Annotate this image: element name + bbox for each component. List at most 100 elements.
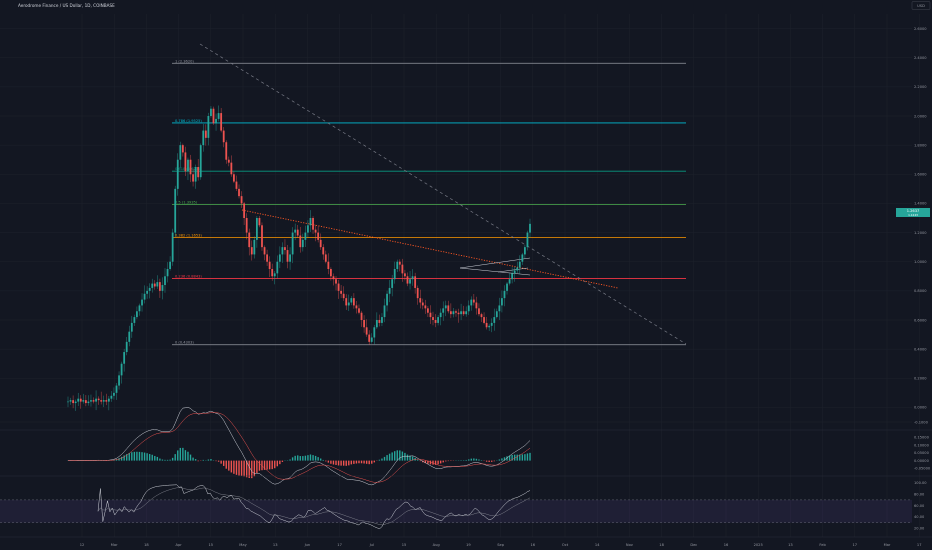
time-tick-label: Jul bbox=[369, 543, 374, 547]
candle-body bbox=[225, 142, 228, 160]
rsi-tick-label: 100.00 bbox=[914, 481, 927, 485]
macd-histogram-bar bbox=[146, 453, 148, 461]
candle-body bbox=[465, 311, 468, 315]
macd-histogram-bar bbox=[179, 447, 182, 461]
candle-body bbox=[235, 181, 238, 189]
macd-histogram-bar bbox=[202, 459, 204, 461]
fib-label: 0.382 (1.1653) bbox=[175, 234, 202, 238]
red-dotted-trendline bbox=[241, 209, 619, 289]
candle-body bbox=[227, 159, 230, 163]
candle-body bbox=[506, 283, 508, 291]
candle-body bbox=[518, 261, 521, 268]
candle-body bbox=[294, 229, 297, 233]
candle-body bbox=[74, 401, 77, 404]
macd-histogram-bar bbox=[491, 460, 493, 462]
candle-body bbox=[202, 130, 205, 146]
candle-body bbox=[324, 254, 327, 262]
macd-histogram-bar bbox=[475, 458, 478, 461]
macd-histogram-bar bbox=[123, 455, 125, 461]
macd-histogram-bar bbox=[353, 460, 355, 464]
macd-histogram-bar bbox=[473, 458, 475, 461]
candle-body bbox=[192, 174, 194, 182]
price-tick-label: 1.0000 bbox=[914, 260, 927, 264]
macd-histogram-bar bbox=[276, 460, 279, 467]
candle-body bbox=[375, 320, 378, 328]
macd-histogram-bar bbox=[171, 457, 174, 461]
candle-body bbox=[363, 320, 365, 328]
candle-body bbox=[240, 196, 243, 204]
candle-body bbox=[90, 400, 92, 402]
macd-histogram-bar bbox=[174, 454, 176, 461]
time-tick-label: Oct bbox=[562, 543, 569, 547]
candle-body bbox=[107, 398, 110, 402]
candle-body bbox=[123, 352, 126, 364]
time-tick-label: 19 bbox=[466, 543, 471, 547]
candle-body bbox=[281, 247, 284, 255]
candle-body bbox=[255, 218, 258, 240]
candle-body bbox=[289, 254, 291, 262]
symbol-title: Aerodrome Finance / US Dollar, 1D, COINB… bbox=[18, 3, 115, 8]
candle-body bbox=[406, 276, 409, 284]
macd-histogram-bar bbox=[368, 460, 370, 465]
candle-body bbox=[197, 167, 200, 178]
macd-histogram-bar bbox=[238, 460, 240, 476]
macd-histogram-bar bbox=[309, 454, 312, 461]
macd-histogram-bar bbox=[503, 457, 506, 461]
rsi-tick-label: 40.00 bbox=[914, 515, 925, 519]
time-axis[interactable]: 12 Mar 18 Apr 15 May 13 Jun 17 Jul 15 Aug 19 Sep 16 Oct… bbox=[80, 543, 932, 547]
triangle-mid bbox=[497, 267, 529, 273]
candle-body bbox=[212, 108, 215, 124]
macd-histogram-bar bbox=[337, 460, 340, 466]
candle-body bbox=[319, 239, 322, 248]
price-tick-label: 0.4000 bbox=[914, 347, 927, 351]
macd-histogram-bar bbox=[258, 460, 261, 471]
candle-body bbox=[286, 250, 289, 262]
price-axis[interactable]: 2.6000 2.4000 2.2000 2.0000 1.8000 1.6000 1.40… bbox=[914, 27, 929, 424]
candle-body bbox=[307, 225, 309, 233]
candle-body bbox=[401, 264, 404, 274]
rsi-tick-label: 80.00 bbox=[914, 493, 925, 497]
candle-body bbox=[184, 152, 187, 172]
candle-body bbox=[171, 232, 174, 262]
candle-body bbox=[204, 130, 207, 138]
candle-body bbox=[92, 400, 95, 402]
candle-body bbox=[181, 145, 184, 153]
macd-histogram-bar bbox=[177, 450, 179, 461]
candle-body bbox=[350, 298, 353, 303]
macd-histogram-bar bbox=[215, 460, 217, 462]
price-tick-label: 1.8000 bbox=[914, 143, 927, 147]
candle-body bbox=[358, 308, 360, 313]
candle-body bbox=[169, 261, 171, 269]
candle-body bbox=[276, 261, 279, 274]
macd-histogram-bar bbox=[161, 459, 164, 461]
fib-label: 0.5 (1.3935) bbox=[175, 200, 198, 204]
macd-histogram-bar bbox=[266, 460, 268, 470]
candle-body bbox=[340, 290, 343, 294]
candle-body bbox=[141, 299, 143, 306]
macd-histogram-bar bbox=[330, 460, 332, 464]
candle-body bbox=[113, 392, 115, 396]
candle-body bbox=[266, 254, 268, 262]
macd-histogram-bar bbox=[498, 459, 501, 461]
candle-body bbox=[462, 311, 465, 315]
macd-histogram-bar bbox=[256, 460, 258, 473]
macd-histogram-bar bbox=[128, 453, 130, 461]
candle-body bbox=[521, 254, 524, 262]
macd-histogram-bar bbox=[468, 459, 470, 461]
candle-body bbox=[485, 322, 488, 328]
price-tick-label: 0.0000 bbox=[914, 406, 927, 410]
candle-body bbox=[480, 314, 483, 318]
macd-histogram-bar bbox=[169, 459, 171, 461]
macd-histogram-bar bbox=[319, 458, 322, 461]
candle-body bbox=[378, 320, 381, 323]
macd-histogram-bar bbox=[164, 459, 166, 461]
rsi-line bbox=[97, 484, 531, 530]
trendlines[interactable] bbox=[199, 43, 687, 345]
time-tick-label: Feb bbox=[819, 543, 826, 547]
macd-histogram-bar bbox=[406, 454, 409, 461]
time-tick-label: 13 bbox=[788, 543, 793, 547]
currency-badge[interactable]: USD bbox=[911, 1, 931, 10]
candle-body bbox=[296, 229, 299, 236]
macd-histogram-bar bbox=[302, 456, 304, 461]
